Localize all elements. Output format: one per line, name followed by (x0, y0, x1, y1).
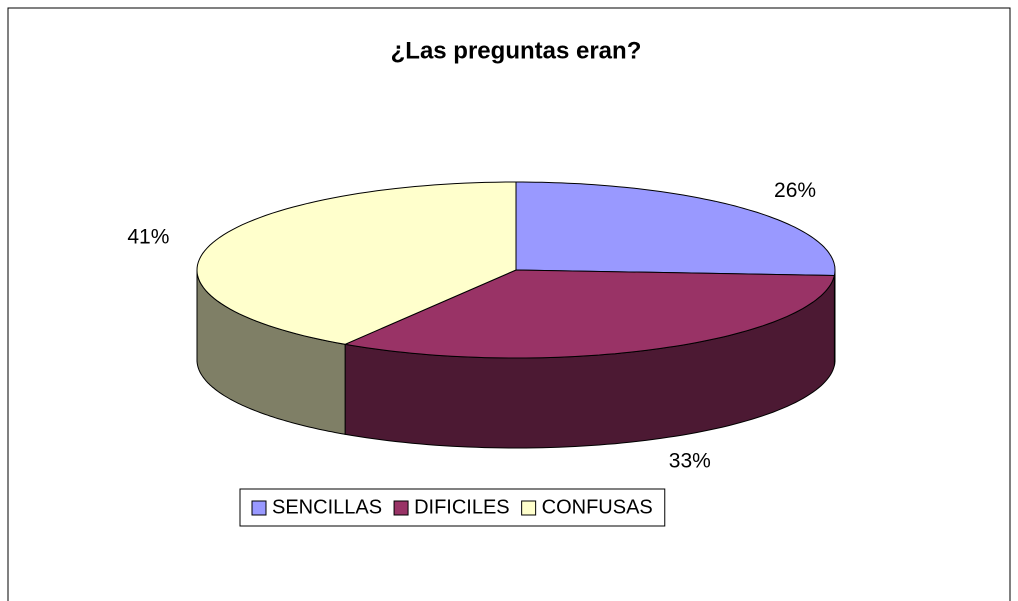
pie: 26% 33% 41% (127, 179, 836, 472)
legend: SENCILLAS DIFICILES CONFUSAS (239, 488, 666, 527)
legend-label: SENCILLAS (272, 496, 382, 518)
legend-label: DIFICILES (414, 496, 510, 518)
legend-swatch (251, 500, 267, 516)
legend-swatch (393, 500, 409, 516)
pie-slice (196, 181, 517, 345)
pie-slice (515, 181, 836, 277)
legend-label: CONFUSAS (542, 496, 653, 518)
legend-box (239, 488, 666, 527)
value-label: 41% (127, 226, 169, 249)
legend-swatch (521, 500, 537, 516)
value-label: 33% (669, 449, 711, 472)
value-label: 26% (774, 179, 816, 202)
pie-slice (343, 269, 836, 359)
chart-title: ¿Las preguntas eran? (391, 37, 642, 64)
